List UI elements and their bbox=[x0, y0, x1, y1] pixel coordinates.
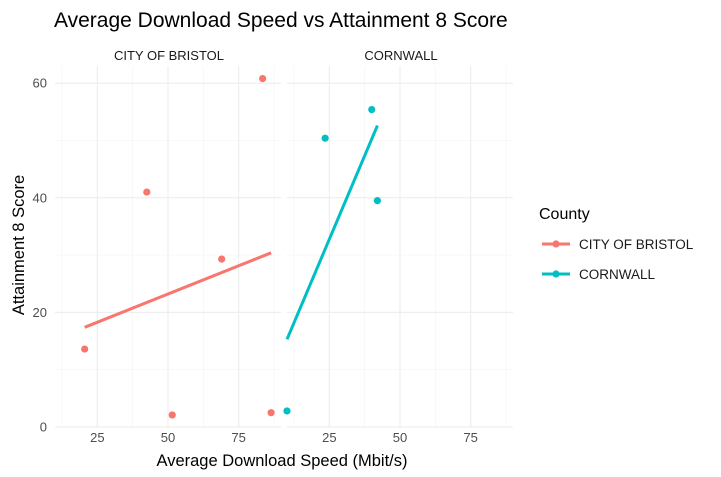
x-tick-label: 50 bbox=[393, 430, 407, 445]
panel-cornwall: CORNWALL bbox=[283, 48, 513, 428]
x-tick-label: 75 bbox=[231, 430, 245, 445]
data-point-city-of-bristol bbox=[143, 188, 151, 196]
data-point-cornwall bbox=[368, 105, 376, 114]
trend-line-city-of-bristol bbox=[84, 251, 272, 329]
data-point-city-of-bristol bbox=[259, 75, 267, 83]
x-tick-label: 25 bbox=[322, 430, 336, 445]
x-tick-label: 50 bbox=[161, 430, 175, 445]
data-point-cornwall bbox=[373, 197, 381, 205]
y-tick-label: 0 bbox=[40, 420, 47, 435]
chart-title: Average Download Speed vs Attainment 8 S… bbox=[54, 9, 508, 32]
legend-key-point bbox=[552, 270, 560, 278]
y-tick-label: 20 bbox=[33, 305, 47, 320]
x-tick-label: 75 bbox=[463, 430, 477, 445]
legend: County CITY OF BRISTOL CORNWALL bbox=[539, 206, 694, 282]
y-tick-label: 60 bbox=[33, 76, 47, 91]
strip-label-cornwall: CORNWALL bbox=[364, 48, 437, 63]
y-axis-title: Attainment 8 Score bbox=[10, 175, 28, 315]
x-axis-title: Average Download Speed (Mbit/s) bbox=[157, 452, 408, 470]
legend-key-city-of-bristol bbox=[542, 240, 570, 248]
x-axis-ticks: 25 50 75 25 50 75 bbox=[90, 430, 478, 445]
strip-label-city-of-bristol: CITY OF BRISTOL bbox=[114, 48, 224, 63]
data-point-city-of-bristol bbox=[218, 255, 226, 263]
legend-key-point bbox=[552, 240, 560, 248]
trend-line-cornwall bbox=[285, 125, 379, 340]
panel-city-of-bristol: CITY OF BRISTOL bbox=[55, 48, 281, 428]
legend-title: County bbox=[539, 206, 590, 223]
legend-label-city-of-bristol: CITY OF BRISTOL bbox=[579, 237, 694, 252]
legend-label-cornwall: CORNWALL bbox=[579, 267, 656, 282]
legend-key-cornwall bbox=[542, 270, 570, 278]
data-point-city-of-bristol bbox=[81, 345, 89, 353]
data-point-cornwall bbox=[283, 407, 291, 415]
y-axis-ticks: 0 20 40 60 bbox=[33, 76, 47, 435]
data-point-city-of-bristol bbox=[168, 411, 176, 419]
x-tick-label: 25 bbox=[90, 430, 104, 445]
data-point-cornwall bbox=[321, 134, 329, 142]
y-tick-label: 40 bbox=[33, 190, 47, 205]
data-point-city-of-bristol bbox=[267, 409, 275, 417]
